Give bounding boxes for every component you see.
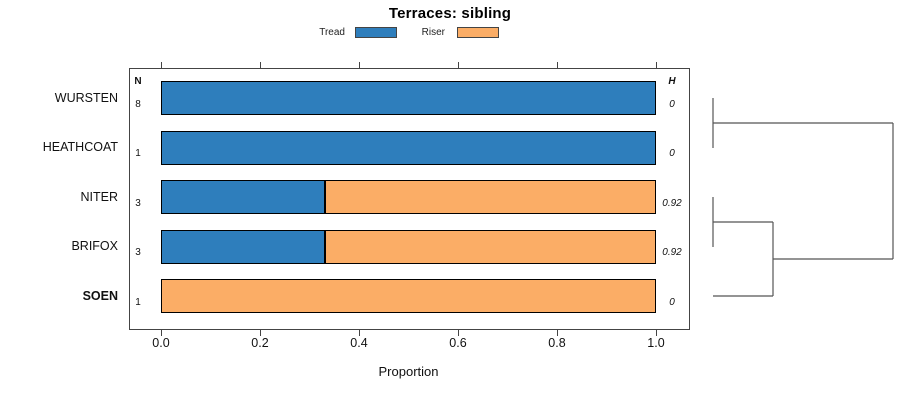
- chart-title: Terraces: sibling: [388, 5, 512, 22]
- h-value: 0: [669, 99, 675, 110]
- stacked-bar: [161, 180, 656, 214]
- tread-segment: [162, 181, 327, 213]
- legend-swatch-riser: [457, 27, 499, 38]
- x-tick-label: 0.8: [548, 336, 566, 350]
- h-value: 0: [669, 148, 675, 159]
- axis-tick-bottom: [161, 330, 162, 336]
- stacked-bar: [161, 230, 656, 264]
- tread-segment: [162, 132, 655, 164]
- axis-tick-bottom: [557, 330, 558, 336]
- x-axis-title: Proportion: [378, 364, 439, 379]
- stacked-bar: [161, 81, 656, 115]
- riser-segment: [162, 280, 655, 312]
- axis-tick-bottom: [359, 330, 360, 336]
- legend-label-riser: Riser: [421, 27, 445, 38]
- n-column-header: N: [134, 76, 142, 87]
- n-value: 3: [135, 198, 141, 209]
- n-value: 3: [135, 247, 141, 258]
- axis-tick-bottom: [458, 330, 459, 336]
- axis-tick-bottom: [656, 330, 657, 336]
- dendrogram: [712, 98, 894, 297]
- axis-tick-top: [161, 62, 162, 68]
- n-value: 1: [135, 148, 141, 159]
- axis-tick-top: [359, 62, 360, 68]
- riser-segment: [326, 231, 655, 263]
- tread-segment: [162, 231, 327, 263]
- tread-segment: [162, 82, 655, 114]
- legend-swatch-tread: [355, 27, 397, 38]
- x-tick-label: 1.0: [647, 336, 665, 350]
- axis-tick-bottom: [260, 330, 261, 336]
- x-tick-label: 0.2: [251, 336, 269, 350]
- x-tick-label: 0.4: [350, 336, 368, 350]
- row-label-niter: NITER: [80, 190, 119, 204]
- h-column-header: H: [668, 76, 676, 87]
- h-value: 0: [669, 297, 675, 308]
- axis-tick-top: [656, 62, 657, 68]
- axis-tick-top: [458, 62, 459, 68]
- axis-tick-top: [557, 62, 558, 68]
- stacked-bar: [161, 279, 656, 313]
- row-label-wursten: WURSTEN: [54, 91, 118, 105]
- row-label-heathcoat: HEATHCOAT: [42, 140, 118, 154]
- riser-segment: [326, 181, 655, 213]
- row-label-brifox: BRIFOX: [71, 239, 118, 253]
- x-tick-label: 0.0: [152, 336, 170, 350]
- h-value: 0.92: [662, 247, 682, 258]
- row-label-soen: SOEN: [82, 289, 118, 303]
- axis-tick-top: [260, 62, 261, 68]
- legend-label-tread: Tread: [319, 27, 345, 38]
- stacked-bar: [161, 131, 656, 165]
- n-value: 8: [135, 99, 141, 110]
- h-value: 0.92: [662, 198, 682, 209]
- n-value: 1: [135, 297, 141, 308]
- x-tick-label: 0.6: [449, 336, 467, 350]
